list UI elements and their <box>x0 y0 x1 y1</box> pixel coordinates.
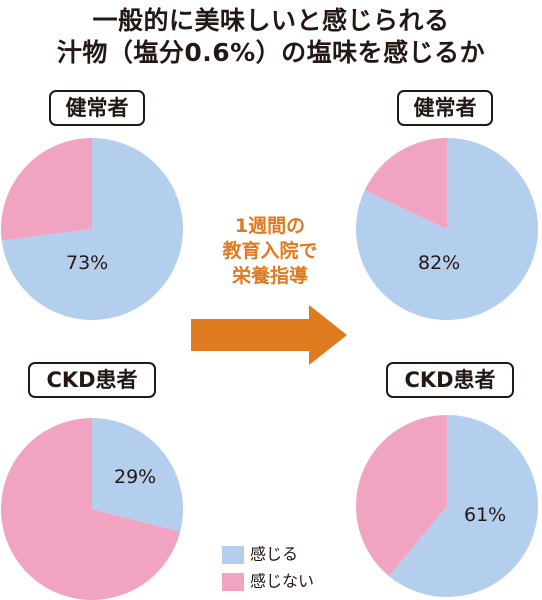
pie-slice-healthy-before-not-feel <box>0 138 92 241</box>
chart-title-line-2: 汁物（塩分0.6%）の塩味を感じるか <box>56 38 486 67</box>
legend-swatch-not-feel <box>222 572 244 591</box>
legend-swatch-feel <box>222 545 244 564</box>
chart-title-line-1: 一般的に美味しいと感じられる <box>92 6 450 35</box>
pie-label-healthy-after: 82% <box>418 252 461 274</box>
pie-label-healthy-before: 73% <box>66 252 109 274</box>
group-label-healthy-after: 健常者 <box>397 90 493 126</box>
pie-slice-ckd-after-feel <box>388 415 538 597</box>
group-label-ckd-after: CKD患者 <box>386 362 514 398</box>
pie-slice-ckd-before-feel <box>92 418 184 532</box>
pie-label-ckd-before: 29% <box>114 466 157 488</box>
group-label-ckd-before: CKD患者 <box>28 362 156 398</box>
pie-slice-ckd-after-not-feel <box>356 415 447 577</box>
pie-slice-healthy-before-feel <box>1 138 184 321</box>
pie-slice-ckd-before-not-feel <box>1 418 181 600</box>
middle-text-line-1: 1週間の <box>234 215 306 237</box>
group-label-healthy-before: 健常者 <box>49 90 145 126</box>
pie-label-ckd-after: 61% <box>464 504 507 526</box>
middle-text-line-3: 栄養指導 <box>231 265 308 287</box>
legend-item-not-feel: 感じない <box>222 570 314 592</box>
right-arrow-icon <box>191 305 347 365</box>
pie-slice-healthy-after-not-feel <box>364 138 447 229</box>
middle-text-line-2: 教育入院で <box>222 240 318 262</box>
legend-item-feel: 感じる <box>222 543 298 565</box>
